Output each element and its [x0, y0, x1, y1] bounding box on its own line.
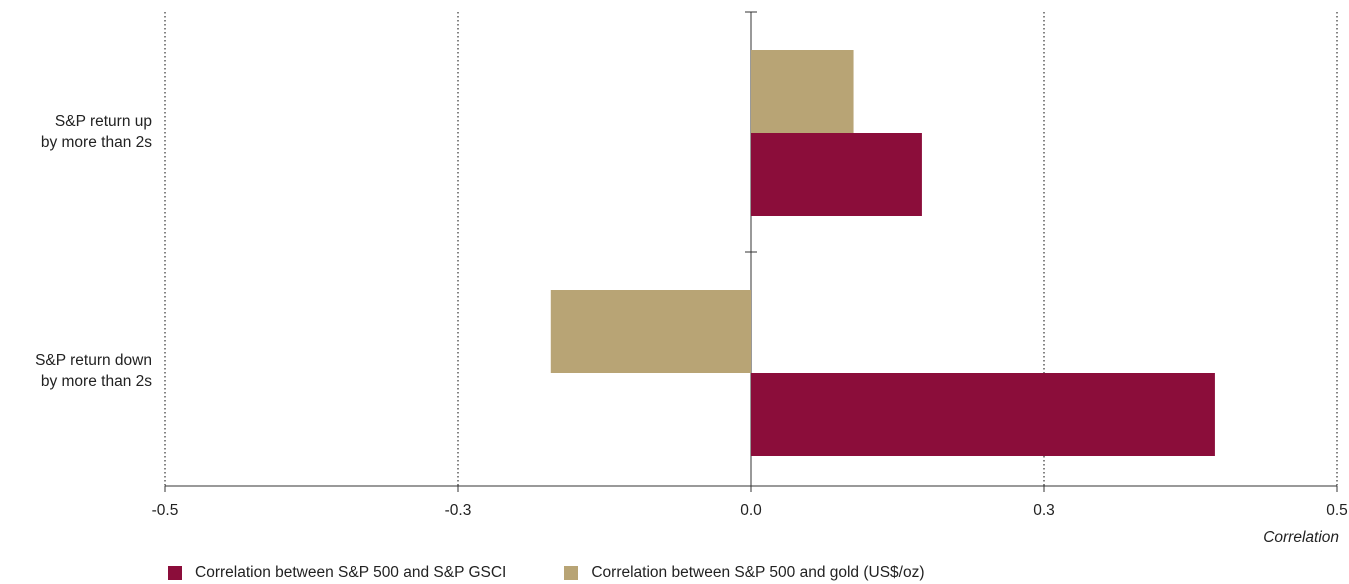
bar-gsci-up [751, 133, 922, 216]
legend-label-gold: Correlation between S&P 500 and gold (US… [591, 564, 925, 581]
legend-item-gsci: Correlation between S&P 500 and S&P GSCI [168, 564, 506, 582]
bar-gold-down [550, 290, 751, 373]
legend-swatch-gold [564, 566, 579, 580]
category-label-up-line2: by more than 2s [40, 134, 152, 151]
legend: Correlation between S&P 500 and S&P GSCI… [168, 564, 925, 582]
legend-item-gold: Correlation between S&P 500 and gold (US… [564, 564, 925, 582]
x-axis-label: Correlation [1263, 529, 1339, 546]
category-label-up-line1: S&P return up [54, 113, 152, 130]
legend-swatch-gsci [168, 566, 182, 580]
bar-gsci-down [751, 373, 1215, 456]
category-label-down: S&P return down by more than 2s [0, 350, 152, 392]
x-tick-label-1: -0.3 [445, 502, 472, 519]
x-tick-label-2: 0.0 [740, 502, 762, 519]
legend-label-gsci: Correlation between S&P 500 and S&P GSCI [195, 564, 507, 581]
x-tick-label-3: 0.3 [1033, 502, 1055, 519]
x-tick-label-0: -0.5 [152, 502, 179, 519]
category-label-up: S&P return up by more than 2s [0, 111, 152, 153]
bar-gold-up [751, 50, 854, 133]
category-label-down-line1: S&P return down [35, 352, 152, 369]
category-label-down-line2: by more than 2s [40, 373, 152, 390]
x-tick-label-4: 0.5 [1326, 502, 1348, 519]
